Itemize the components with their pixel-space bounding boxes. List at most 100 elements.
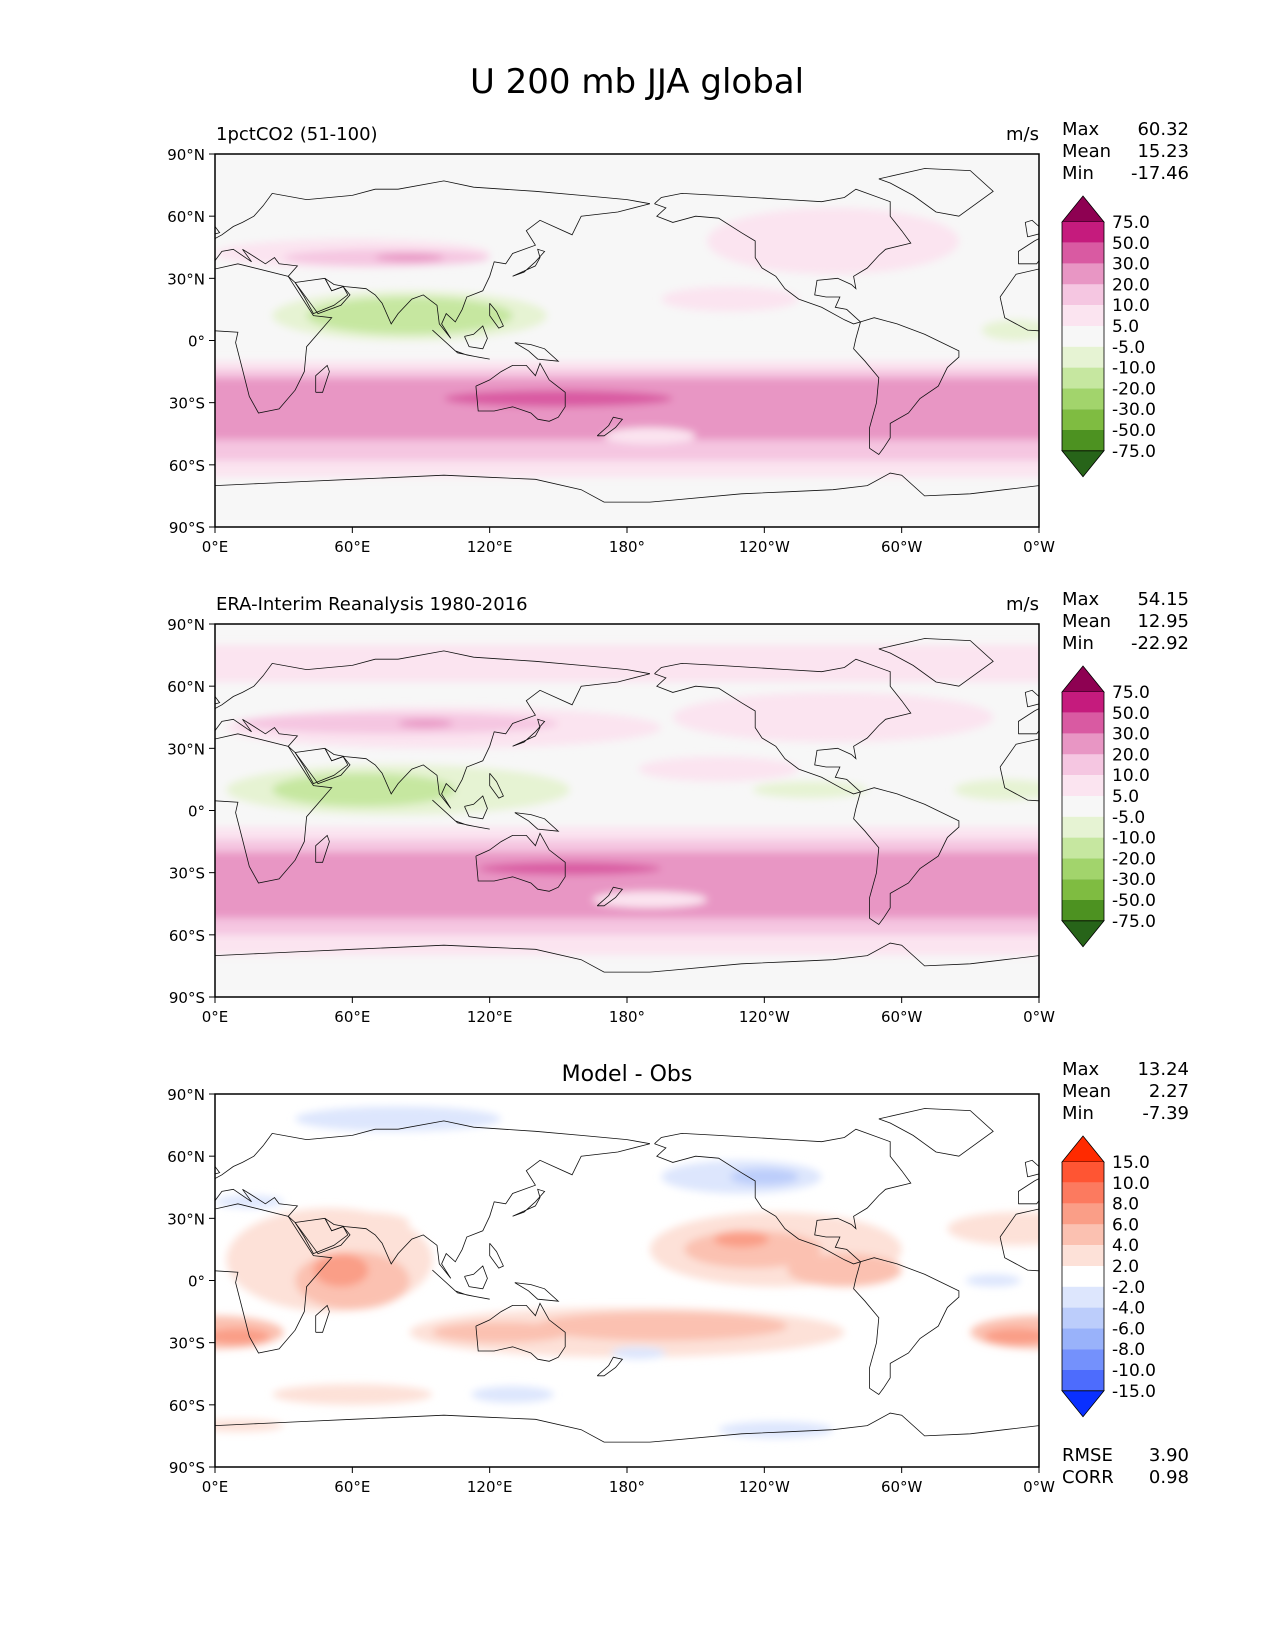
coastline-new-zealand [596, 1356, 624, 1377]
lat-tick-label: 60°N [167, 1148, 205, 1166]
colorbar-segment [1062, 754, 1104, 776]
contour-band [215, 361, 1039, 370]
colorbar-label: -15.0 [1112, 1382, 1156, 1402]
lat-tick-label: 90°N [167, 1086, 205, 1104]
colorbar-segment [1062, 1245, 1104, 1266]
colorbar-segment [1062, 305, 1104, 326]
colorbar-segment [1062, 1328, 1104, 1350]
stat-max-label: Max [1062, 589, 1100, 610]
lon-tick-label: 120°W [739, 1478, 790, 1496]
coastline-madagascar [315, 1304, 330, 1333]
colorbar-segment [1062, 284, 1104, 306]
coastline-north-america [654, 1128, 912, 1265]
contour-cell [981, 319, 1039, 341]
colorbar-label: 4.0 [1112, 1236, 1139, 1256]
stat-mean-value: 2.27 [1149, 1081, 1189, 1102]
coastline-antarctica-ring [215, 1412, 1039, 1443]
panel-left-title: 1pctCO2 (51-100) [216, 124, 378, 145]
contour-band [215, 918, 1039, 935]
stat-min-label: Min [1062, 633, 1094, 654]
lon-tick-label: 0°E [202, 1008, 229, 1026]
coastlines [215, 638, 1039, 973]
stat-max-label: Max [1062, 1059, 1100, 1080]
lat-tick-label: 90°S [169, 989, 205, 1007]
stat-min: Min -17.46 [1062, 163, 1189, 184]
colorbar-label: -5.0 [1112, 808, 1145, 828]
coastline-antarctica-ring [215, 472, 1039, 503]
stat-max-value: 13.24 [1137, 1059, 1189, 1080]
contour-cell [592, 891, 708, 908]
contour-cell [432, 1321, 570, 1343]
coastline-philippines [489, 772, 504, 799]
contour-map [215, 624, 1039, 997]
coastline-new-guinea [514, 342, 560, 362]
colorbar-label: 10.0 [1112, 766, 1150, 786]
contour-fills [215, 207, 1039, 527]
colorbar-segment [1062, 1224, 1104, 1246]
panel-obs: ERA-Interim Reanalysis 1980-2016 m/s Max… [167, 589, 1189, 1026]
colorbar-label: -8.0 [1112, 1340, 1145, 1360]
contour-cell [398, 719, 454, 728]
colorbar: 75.050.030.020.010.05.0-5.0-10.0-20.0-30… [1061, 195, 1156, 478]
lat-tick-label: 60°S [169, 1397, 205, 1415]
colorbar-label: -50.0 [1112, 421, 1156, 441]
stat-max-value: 54.15 [1137, 589, 1189, 610]
colorbar-segment [1062, 346, 1104, 368]
panel-model: 1pctCO2 (51-100) m/s Max 60.32 Mean 15.2… [167, 119, 1189, 556]
colorbar-segment [1062, 409, 1104, 430]
coastline-greenland [878, 168, 994, 217]
contour-cell [375, 253, 444, 262]
colorbar: 15.010.08.06.04.02.0-2.0-4.0-6.0-8.0-10.… [1061, 1135, 1156, 1418]
stat-mean-value: 12.95 [1137, 611, 1189, 632]
stat-rmse: RMSE 3.90 [1062, 1445, 1189, 1466]
colorbar-label: 75.0 [1112, 213, 1150, 233]
stat-min-value: -7.39 [1142, 1103, 1189, 1124]
coastline-indonesia [432, 1269, 490, 1300]
contour-cell [215, 1419, 284, 1432]
contour-cell [604, 427, 696, 445]
colorbar-label: 30.0 [1112, 255, 1150, 275]
colorbar-label: 20.0 [1112, 275, 1150, 295]
colorbar-outline [1061, 1162, 1105, 1391]
panel-center-title: Model - Obs [562, 1062, 693, 1087]
coastline-britain [215, 695, 221, 705]
panel-diff: Model - Obs Max 13.24 Mean 2.27 Min -7.3… [167, 1059, 1189, 1496]
colorbar-segment [1062, 733, 1104, 755]
coastline-new-zealand [596, 886, 624, 907]
lon-tick-label: 120°E [467, 1008, 513, 1026]
stat-max: Max 60.32 [1062, 119, 1189, 140]
lat-axis: 90°N 60°N 30°N 0° 30°S 60°S 90°S [167, 1086, 215, 1477]
lat-tick-label: 30°S [169, 395, 205, 413]
coastline-greenland [878, 638, 994, 687]
coastline-britain [215, 225, 221, 235]
colorbar-label: 10.0 [1112, 296, 1150, 316]
coastline-australia [475, 362, 566, 422]
colorbar-segment [1062, 326, 1104, 347]
contour-cell [718, 1421, 833, 1438]
colorbar-segment [1062, 796, 1104, 817]
contour-band [215, 460, 1039, 478]
colorbar-label: -20.0 [1112, 379, 1156, 399]
stat-max: Max 54.15 [1062, 589, 1189, 610]
lat-tick-label: 30°N [167, 1210, 205, 1228]
coastline-borneo [464, 795, 488, 820]
colorbar-segment [1062, 430, 1104, 451]
lat-axis: 90°N 60°N 30°N 0° 30°S 60°S 90°S [167, 616, 215, 1007]
lat-tick-label: 90°S [169, 1459, 205, 1477]
colorbar-segment [1062, 692, 1104, 713]
colorbar-label: -75.0 [1112, 442, 1156, 462]
lat-tick-label: 90°S [169, 519, 205, 537]
coastline-eurasia [215, 180, 651, 339]
colorbar-label: -75.0 [1112, 912, 1156, 932]
colorbar-label: 75.0 [1112, 683, 1150, 703]
stat-min-label: Min [1062, 1103, 1094, 1124]
stat-max: Max 13.24 [1062, 1059, 1189, 1080]
stat-corr: CORR 0.98 [1062, 1467, 1189, 1488]
coastline-new-guinea [514, 812, 560, 832]
colorbar-extend-max [1061, 195, 1105, 223]
coastlines [215, 168, 1039, 503]
contour-cell [295, 1106, 502, 1132]
contour-cell [638, 756, 799, 782]
coastline-australia [475, 1302, 566, 1362]
stat-mean: Mean 2.27 [1062, 1081, 1189, 1102]
